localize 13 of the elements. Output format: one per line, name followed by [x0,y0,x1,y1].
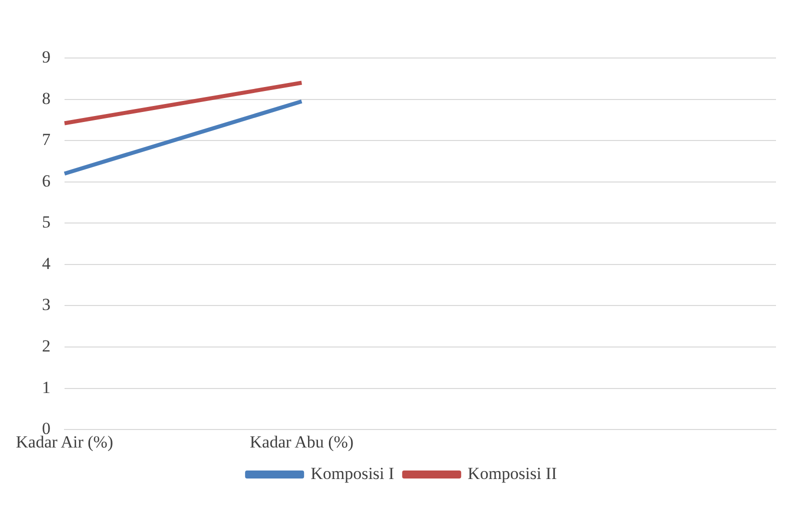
y-tick-label: 8 [42,88,50,108]
legend-label: Komposisi II [468,464,558,483]
y-tick-label: 5 [42,212,50,232]
y-tick-label: 0 [42,419,50,438]
y-tick-label: 7 [42,130,51,150]
y-tick-label: 9 [42,47,50,66]
y-tick-label: 2 [42,336,50,356]
y-tick-label: 6 [42,171,50,190]
y-tick-label: 1 [42,378,50,397]
y-tick-label: 4 [42,254,51,273]
legend-label: Komposisi I [310,464,395,483]
x-tick-label: Kadar Abu (%) [250,432,354,452]
y-tick-label: 3 [42,295,50,314]
